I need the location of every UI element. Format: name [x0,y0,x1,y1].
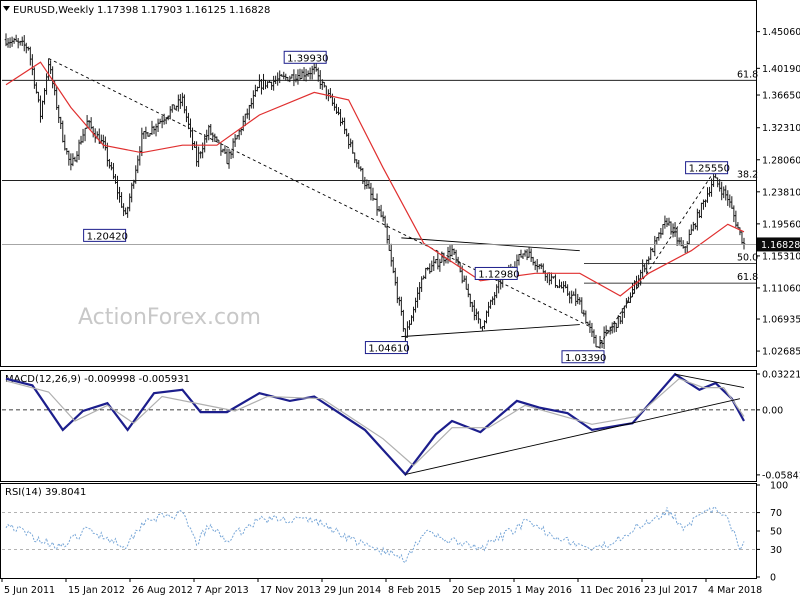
price-panel-frame [0,0,757,367]
open-value: 1.17398 [97,5,138,16]
annotation-box [83,228,127,242]
annotation-box [283,50,327,64]
current-price-label: 1.16828 [761,240,800,251]
high-value: 1.17903 [141,5,182,16]
price-axis: 1.45060 1.40190 1.36650 1.32310 1.28060 1.238… [756,27,800,358]
rsi-tick-label: 70 [770,508,782,519]
price-tick-label: 1.28060 [762,155,800,166]
macd-signal-line [5,378,745,467]
price-tick-label: 1.15310 [762,251,800,262]
fib-level-label: 38.2 [737,170,758,181]
rsi-title: RSI(14) 39.8041 [5,487,86,498]
triangle-lower-line [401,324,580,338]
macd-panel: MACD(12,26,9) -0.009998 -0.005931 0.0322… [2,369,800,481]
annotation-label: 1.39930 [287,53,328,64]
dashed-downtrend-line [48,58,593,328]
annotation-label: 1.12980 [478,269,519,280]
price-tick-label: 1.11060 [762,283,800,294]
annotation-label: 1.03390 [565,353,606,364]
price-tick-label: 1.36650 [762,91,800,102]
time-tick-label: 5 Jun 2011 [4,585,55,596]
close-value: 1.16828 [229,5,270,16]
fibonacci-levels: 61.8 38.2 50.0 61.8 [2,69,758,284]
price-tick-label: 1.45060 [762,27,800,38]
annotation-box [474,266,518,280]
rsi-tick-label: 100 [770,481,788,492]
macd-tick-label: 0.032215 [762,369,800,380]
time-tick-label: 26 Aug 2012 [132,585,193,596]
time-tick-label: 8 Feb 2015 [388,585,441,596]
fib-level-label: 50.0 [737,253,758,264]
annotation-label: 1.04610 [368,344,409,355]
price-tick-label: 1.32310 [762,123,800,134]
rsi-tick-label: 0 [770,573,776,584]
annotation-box [561,350,605,364]
fib-level-label: 61.8 [737,272,758,283]
annotation-label: 1.25550 [689,164,730,175]
price-tick-label: 1.19560 [762,219,800,230]
macd-support-trendline [405,398,741,475]
low-value: 1.16125 [185,5,226,16]
dashed-uptrend-line [599,175,712,345]
current-price-badge [757,237,800,252]
macd-tick-label: -0.058413 [762,470,800,481]
price-annotations: 1.39930 1.20420 1.04610 1.12980 1.03390 1.255… [83,50,730,364]
watermark: ActionForex.com [78,305,261,330]
sma-line [5,61,745,297]
annotation-box [685,161,729,175]
price-bars [4,33,746,349]
macd-resistance-trendline [674,373,745,389]
current-price-marker: 1.16828 [2,237,800,252]
time-tick-label: 7 Apr 2013 [196,585,249,596]
price-tick-label: 1.23810 [762,187,800,198]
price-tick-label: 1.40190 [762,64,800,75]
macd-title: MACD(12,26,9) -0.009998 -0.005931 [5,374,190,385]
rsi-tick-label: 30 [770,545,782,556]
price-header: EURUSD,Weekly 1.17398 1.17903 1.16125 1.… [3,5,270,16]
symbol-label: EURUSD,Weekly [13,5,94,16]
time-tick-label: 17 Nov 2013 [260,585,321,596]
time-tick-label: 11 Dec 2016 [580,585,641,596]
price-tick-label: 1.02685 [762,347,800,358]
time-tick-label: 1 May 2016 [516,585,572,596]
rsi-line [5,506,745,564]
time-axis: 5 Jun 2011 15 Jan 2012 26 Aug 2012 7 Apr 20… [1,578,762,596]
price-tick-label: 1.06935 [762,315,800,326]
rsi-panel: RSI(14) 39.8041 100 70 50 30 0 [2,481,788,584]
time-tick-label: 23 Jul 2017 [644,585,698,596]
macd-tick-label: 0.00 [762,405,783,416]
annotation-box [364,341,408,355]
time-tick-label: 29 Jun 2014 [324,585,381,596]
fib-level-label: 61.8 [737,69,758,80]
macd-panel-frame [0,370,757,482]
rsi-tick-label: 50 [770,527,782,538]
moving-average [5,61,745,297]
macd-line [5,372,745,477]
time-tick-label: 15 Jan 2012 [68,585,125,596]
rsi-panel-frame [0,483,757,579]
time-tick-label: 4 Mar 2018 [708,585,762,596]
dropdown-triangle-icon[interactable] [3,6,10,11]
time-tick-label: 20 Sep 2015 [452,585,512,596]
trendlines [48,58,712,345]
annotation-label: 1.20420 [87,231,128,242]
